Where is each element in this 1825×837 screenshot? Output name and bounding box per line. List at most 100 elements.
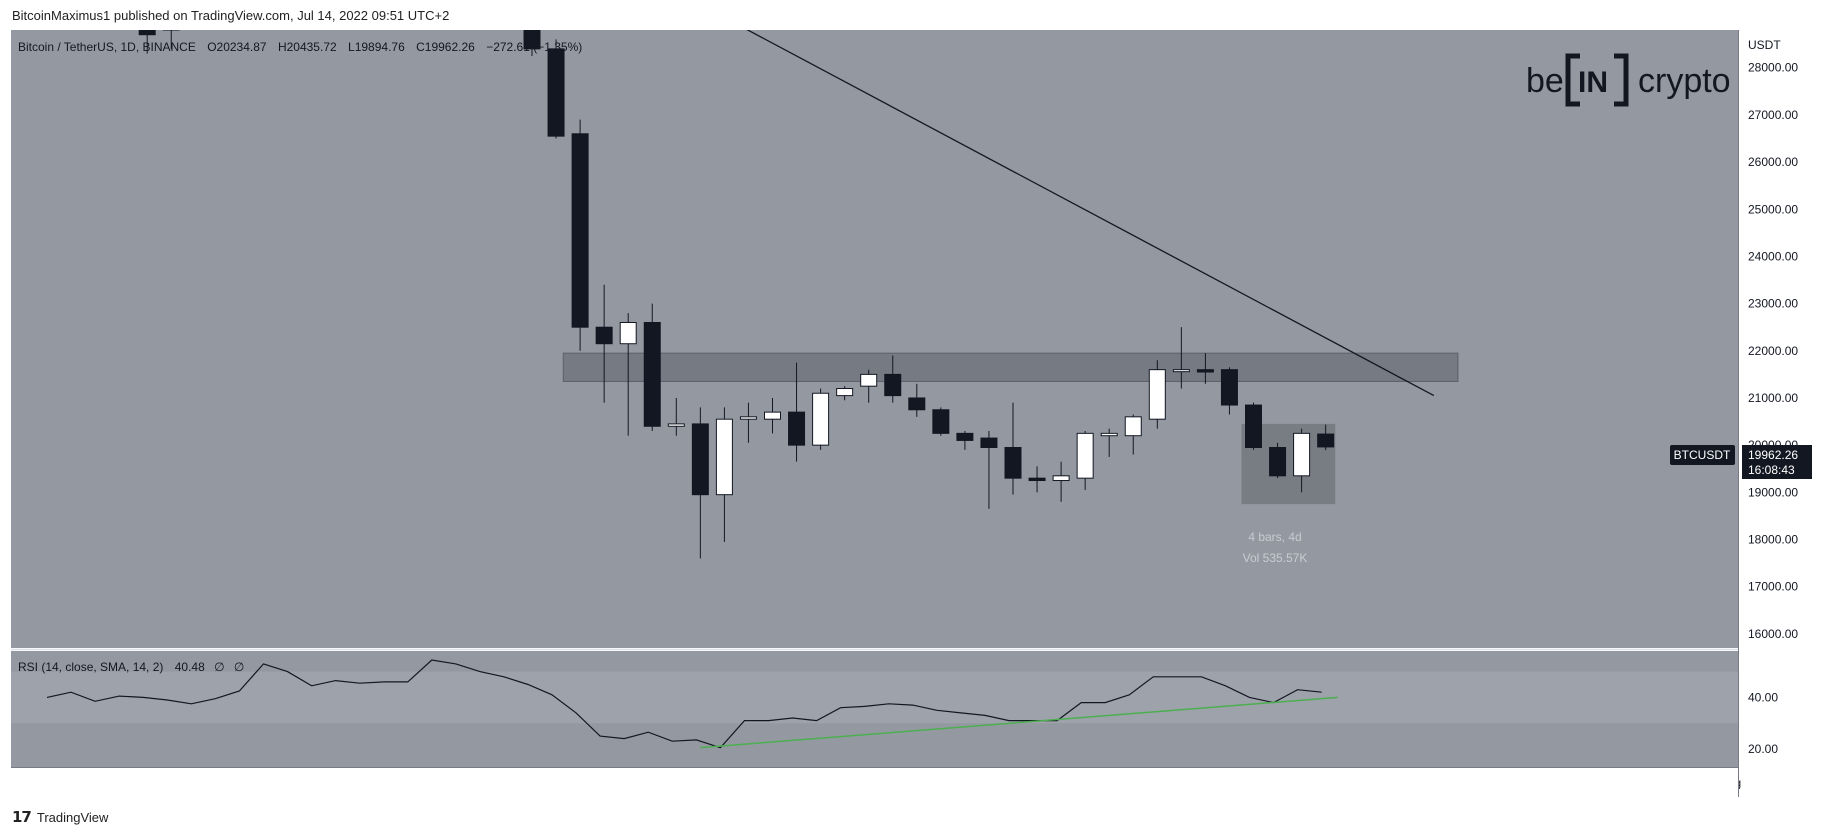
rsi-tick-label: 20.00: [1748, 742, 1778, 756]
candle-body: [980, 437, 998, 449]
legend-c: 19962.26: [425, 40, 475, 54]
price-tick-label: 25000.00: [1748, 202, 1798, 216]
candle-body: [1293, 432, 1311, 477]
candle-body: [1317, 433, 1335, 448]
candle-body: [836, 388, 854, 397]
rsi-trendline-segment: [700, 696, 1338, 749]
candle-body: [643, 321, 661, 427]
logo-bracket-gap-bottom: [1580, 100, 1614, 109]
candle-body: [691, 423, 709, 496]
candle-body: [523, 30, 541, 50]
candle-body: [571, 133, 589, 328]
candle-body: [1052, 475, 1070, 482]
price-tick-label: 19000.00: [1748, 485, 1798, 499]
rsi-legend-x1: ∅: [214, 660, 224, 674]
candle-body: [138, 30, 156, 36]
price-tick-label: 17000.00: [1748, 580, 1798, 594]
candle-body: [1028, 477, 1046, 482]
candles-group: [138, 30, 1335, 559]
candle-body: [739, 416, 757, 420]
footer-brand: TradingView: [36, 809, 109, 825]
candle-body: [1196, 369, 1214, 373]
candle-body: [619, 321, 637, 345]
candle-body: [715, 418, 733, 496]
candle-body: [1172, 369, 1190, 373]
measure-vol-label: Vol 535.57K: [1243, 551, 1308, 565]
descending-trendline[interactable]: [712, 11, 1435, 397]
rsi-axis[interactable]: 20.00 40.00: [1748, 690, 1778, 756]
price-tick-label: 21000.00: [1748, 391, 1798, 405]
support-zone-rect: [562, 352, 1459, 382]
candle-body: [956, 432, 974, 441]
price-tick-label: 23000.00: [1748, 297, 1798, 311]
price-axis[interactable]: 16000.0017000.0018000.0019000.0020000.00…: [1748, 61, 1798, 641]
candle-body: [547, 48, 565, 137]
time-axis-bg: [11, 768, 1738, 797]
legend-o-label: O: [207, 40, 216, 54]
price-tick-label: 18000.00: [1748, 532, 1798, 546]
support-zone[interactable]: [562, 352, 1459, 382]
rsi-band: [11, 671, 1738, 724]
candle-body: [162, 30, 180, 31]
rsi-line: [46, 659, 1322, 749]
ohlc-legend: Bitcoin / TetherUS, 1D, BINANCE O20234.8…: [18, 40, 582, 54]
candle-body: [667, 423, 685, 427]
legend-l: 19894.76: [355, 40, 405, 54]
candle-body: [932, 409, 950, 434]
logo-crypto: crypto: [1638, 62, 1731, 100]
rsi-legend: RSI (14, close, SMA, 14, 2) 40.48 ∅ ∅: [18, 660, 244, 674]
logo-bracket-gap-top: [1580, 52, 1614, 61]
last-price-tag[interactable]: BTCUSDT 19962.26 16:08:43: [1670, 445, 1812, 479]
tradingview-logo-icon: 𝟭𝟳: [12, 809, 32, 826]
candle-body: [1245, 404, 1262, 449]
candle-body: [1004, 447, 1022, 479]
symbol-tag: BTCUSDT: [1674, 448, 1731, 462]
legend-change: −272.61 (−1.35%): [486, 40, 582, 54]
price-tag-countdown: 16:08:43: [1748, 463, 1795, 477]
rsi-legend-label: RSI (14, close, SMA, 14, 2): [18, 660, 163, 674]
price-tag-value: 19962.26: [1748, 448, 1798, 462]
beincrypto-logo: be IN crypto: [1526, 52, 1731, 109]
price-tick-label: 28000.00: [1748, 61, 1798, 75]
price-tick-label: 24000.00: [1748, 249, 1798, 263]
footer: 𝟭𝟳 TradingView: [12, 808, 108, 826]
logo-in: IN: [1578, 66, 1608, 99]
candle-body: [1124, 416, 1142, 437]
price-tick-label: 26000.00: [1748, 155, 1798, 169]
candle-body: [1148, 369, 1166, 420]
candle-body: [595, 326, 613, 345]
legend-o: 20234.87: [217, 40, 267, 54]
rsi-tick-label: 40.00: [1748, 690, 1778, 704]
candle-body: [860, 373, 878, 387]
trendline-segment: [746, 30, 1435, 397]
main-pane-bg: [11, 30, 1738, 648]
candle-body: [788, 411, 806, 446]
price-tag-bg: [1742, 445, 1812, 479]
price-tick-label: 16000.00: [1748, 627, 1798, 641]
candle-body: [1269, 447, 1287, 477]
legend-h: 20435.72: [287, 40, 337, 54]
symbol-tag-bg: [1670, 445, 1735, 465]
logo-be: be: [1526, 62, 1564, 100]
candle-body: [884, 373, 902, 397]
legend-c-label: C: [416, 40, 425, 54]
price-axis-unit: USDT: [1748, 38, 1781, 52]
rsi-legend-value: 40.48: [175, 660, 205, 674]
legend-h-label: H: [278, 40, 287, 54]
price-tick-label: 22000.00: [1748, 344, 1798, 358]
legend-l-label: L: [348, 40, 355, 54]
candle-body: [908, 397, 926, 411]
candle-body: [812, 392, 830, 446]
candle-body: [1100, 432, 1118, 437]
legend-symbol: Bitcoin / TetherUS, 1D, BINANCE: [18, 40, 196, 54]
price-tick-label: 27000.00: [1748, 108, 1798, 122]
published-header: BitcoinMaximus1 published on TradingView…: [12, 8, 450, 23]
candle-body: [1076, 432, 1094, 479]
candle-body: [764, 411, 781, 420]
rsi-line-group: [46, 659, 1322, 749]
rsi-legend-x2: ∅: [234, 660, 244, 674]
rsi-trendline[interactable]: [700, 696, 1338, 749]
candle-body: [1220, 369, 1238, 406]
measure-bars-label: 4 bars, 4d: [1248, 530, 1301, 544]
